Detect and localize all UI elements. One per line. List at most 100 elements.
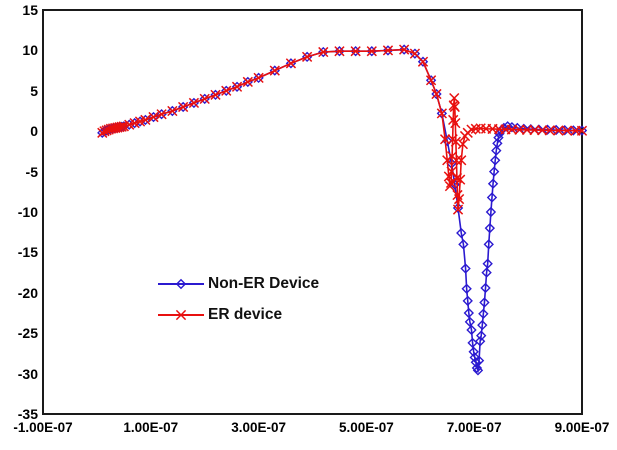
y-axis-tick-label: -15 (17, 244, 38, 261)
x-axis-tick-label: 9.00E-07 (554, 420, 610, 435)
data-point-marker-x (417, 56, 429, 67)
data-point-marker-diamond (175, 278, 187, 289)
data-point-marker-x (210, 89, 221, 100)
data-point-marker-diamond (456, 227, 467, 239)
data-point-marker-x (576, 125, 588, 136)
data-point-marker-diamond (478, 308, 489, 319)
data-point-marker-x (156, 109, 167, 120)
data-point-marker-x (334, 46, 345, 57)
data-point-marker-x (449, 101, 460, 113)
data-point-marker-diamond (484, 222, 496, 234)
data-point-marker-diamond (334, 46, 345, 57)
data-point-marker-diamond (473, 355, 485, 366)
data-point-marker-diamond (550, 124, 562, 136)
data-point-marker-diamond (479, 297, 490, 308)
data-point-marker-x (561, 125, 573, 136)
data-point-marker-x (178, 101, 189, 113)
data-point-marker-x (221, 85, 232, 96)
legend-marker-x-icon (175, 309, 187, 320)
data-point-marker-diamond (318, 46, 329, 58)
x-axis-tick-label: 5.00E-07 (338, 420, 394, 435)
data-point-marker-x (449, 92, 460, 104)
legend-label: ER device (208, 305, 283, 323)
data-point-marker-diamond (417, 56, 429, 67)
x-axis-tick-labels: -1.00E-07 1.00E-07 3.00E-07 5.00E-07 7.00E-0… (0, 421, 617, 449)
data-point-marker-diamond (483, 239, 494, 250)
data-point-marker-x (398, 44, 410, 55)
data-point-marker-x (536, 125, 548, 136)
data-point-marker-diamond (460, 263, 471, 274)
data-point-marker-x (425, 75, 437, 86)
data-point-marker-x (175, 309, 187, 320)
data-point-marker-diamond (471, 362, 483, 374)
data-point-marker-diamond (491, 145, 502, 156)
data-point-marker-x (444, 181, 456, 192)
legend-item-er-device[interactable]: ER device (158, 299, 319, 330)
data-point-marker-x (140, 114, 151, 126)
data-point-marker-diamond (464, 316, 476, 328)
y-axis-tick-label: -25 (17, 325, 38, 342)
data-point-marker-x (544, 125, 555, 136)
data-point-marker-x (167, 105, 178, 117)
data-point-marker-diamond (382, 45, 394, 56)
data-point-marker-diamond (466, 324, 477, 336)
data-point-marker-x (553, 125, 564, 136)
legend-line (158, 282, 204, 285)
data-point-marker-diamond (458, 239, 469, 250)
data-point-marker-diamond (461, 283, 472, 294)
data-point-marker-x (269, 65, 280, 76)
data-point-marker-x (521, 124, 533, 136)
data-point-marker-diamond (568, 125, 579, 136)
data-point-marker-x (450, 117, 461, 129)
series-line (101, 48, 583, 210)
data-point-marker-x (148, 111, 159, 123)
data-point-marker-x (188, 97, 200, 109)
data-point-marker-x (453, 193, 465, 205)
data-point-marker-diamond (559, 125, 570, 136)
data-point-marker-x (116, 121, 127, 132)
data-point-marker-diamond (463, 307, 474, 319)
legend-swatch (158, 274, 204, 294)
data-point-marker-x (231, 81, 243, 92)
y-axis-tick-label: 10 (22, 42, 38, 59)
data-point-marker-x (514, 124, 525, 135)
data-point-marker-x (318, 46, 329, 58)
legend-label: Non-ER Device (208, 274, 320, 292)
data-point-marker-x (452, 204, 464, 215)
data-point-marker-x (285, 58, 297, 69)
data-point-marker-diamond (480, 282, 491, 294)
data-point-marker-diamond (487, 178, 499, 189)
data-point-marker-x (451, 172, 463, 184)
data-point-marker-diamond (477, 319, 488, 331)
series-layer (97, 44, 588, 376)
y-axis-tick-label: 15 (22, 2, 38, 18)
x-axis-tick-label: 3.00E-07 (231, 420, 286, 435)
data-point-marker-diamond (490, 155, 501, 166)
data-point-marker-diamond (488, 166, 500, 177)
legend-item-non-er-device[interactable]: Non-ER Device (158, 268, 319, 299)
data-point-marker-x (450, 136, 462, 147)
y-axis-tick-label: 0 (30, 123, 38, 140)
data-point-marker-x (456, 155, 467, 166)
data-point-marker-x (436, 108, 447, 119)
plot-area (42, 9, 583, 415)
y-axis-tick-label: -5 (25, 163, 38, 180)
data-point-marker-diamond (470, 357, 482, 368)
chart-legend: Non-ER Device ER device (158, 268, 319, 330)
data-point-marker-diamond (469, 352, 480, 363)
y-axis-tick-label: -20 (17, 284, 38, 301)
data-point-marker-diamond (476, 330, 487, 341)
data-point-marker-diamond (482, 258, 493, 269)
y-axis-tick-label: -35 (17, 406, 38, 422)
data-point-marker-diamond (462, 295, 473, 307)
data-point-marker-diamond (468, 346, 479, 357)
data-point-marker-x (242, 76, 253, 88)
data-point-marker-x (457, 138, 469, 150)
data-point-marker-diamond (492, 138, 503, 149)
x-axis-tick-label: -1.00E-07 (13, 420, 73, 435)
y-axis-tick-label: -30 (17, 365, 38, 382)
data-point-marker-diamond (486, 192, 498, 203)
data-point-marker-x (350, 46, 361, 57)
data-point-marker-diamond (485, 206, 497, 218)
